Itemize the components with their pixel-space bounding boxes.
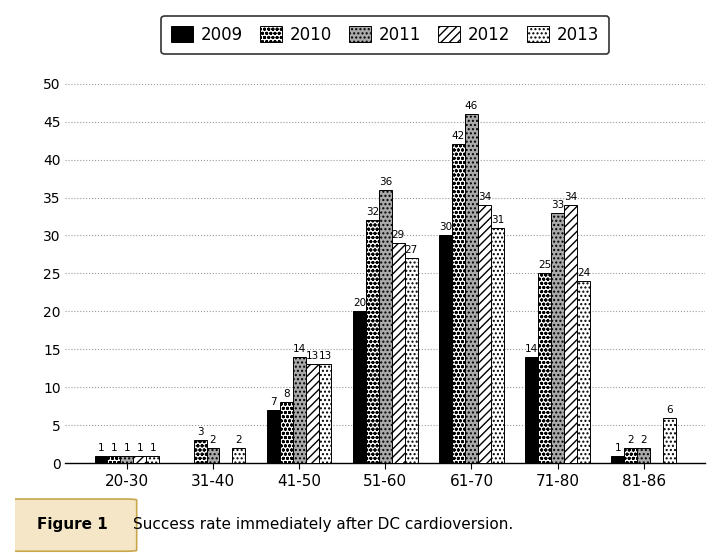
Text: 3: 3 [197,427,204,437]
Bar [133,455,146,463]
Text: 7: 7 [270,397,276,407]
Text: 29: 29 [392,230,405,240]
Bar [538,273,551,463]
Bar [318,364,332,463]
Text: 1: 1 [111,442,117,453]
Text: 46: 46 [465,101,478,111]
Bar [624,448,638,463]
Text: 36: 36 [379,177,392,187]
Bar [452,145,465,463]
Bar [551,213,564,463]
Text: 2: 2 [236,435,242,445]
Bar [663,417,676,463]
Text: Success rate immediately after DC cardioversion.: Success rate immediately after DC cardio… [133,517,513,532]
Bar [564,205,577,463]
Text: 20: 20 [353,299,366,309]
Text: 13: 13 [318,352,332,362]
Bar [121,455,133,463]
Text: 14: 14 [292,344,306,354]
Text: 34: 34 [478,192,491,202]
FancyBboxPatch shape [7,499,137,551]
Bar [108,455,121,463]
Text: 2: 2 [627,435,634,445]
Bar [478,205,491,463]
Bar [280,402,293,463]
Text: 1: 1 [124,442,130,453]
Text: 2: 2 [640,435,647,445]
Bar [526,357,538,463]
Bar [95,455,108,463]
Bar [366,220,379,463]
Text: 6: 6 [667,405,673,415]
Text: 42: 42 [452,131,465,141]
Text: 1: 1 [614,442,622,453]
Bar [611,455,624,463]
Bar [379,190,392,463]
Bar [577,281,590,463]
Bar [638,448,650,463]
Text: 27: 27 [404,245,418,255]
Bar [465,114,478,463]
Bar [206,448,220,463]
Bar [491,228,504,463]
Text: 31: 31 [491,215,504,225]
Bar [293,357,305,463]
Bar [305,364,318,463]
Text: 14: 14 [525,344,539,354]
Text: 2: 2 [209,435,217,445]
Bar [405,258,417,463]
Text: 13: 13 [305,352,318,362]
Text: 1: 1 [97,442,104,453]
Legend: 2009, 2010, 2011, 2012, 2013: 2009, 2010, 2011, 2012, 2013 [161,16,609,54]
Text: 1: 1 [137,442,143,453]
Bar [233,448,245,463]
Text: Figure 1: Figure 1 [37,517,108,532]
Bar [267,410,280,463]
Bar [193,440,206,463]
Text: 1: 1 [149,442,156,453]
Text: 24: 24 [577,268,590,278]
Bar [146,455,159,463]
Bar [439,235,452,463]
Bar [353,311,366,463]
Bar [392,243,405,463]
Text: 34: 34 [564,192,577,202]
Text: 8: 8 [283,389,289,400]
Text: 32: 32 [366,207,379,217]
Text: 30: 30 [439,223,452,233]
Text: 33: 33 [551,200,564,210]
Text: 25: 25 [538,261,551,271]
